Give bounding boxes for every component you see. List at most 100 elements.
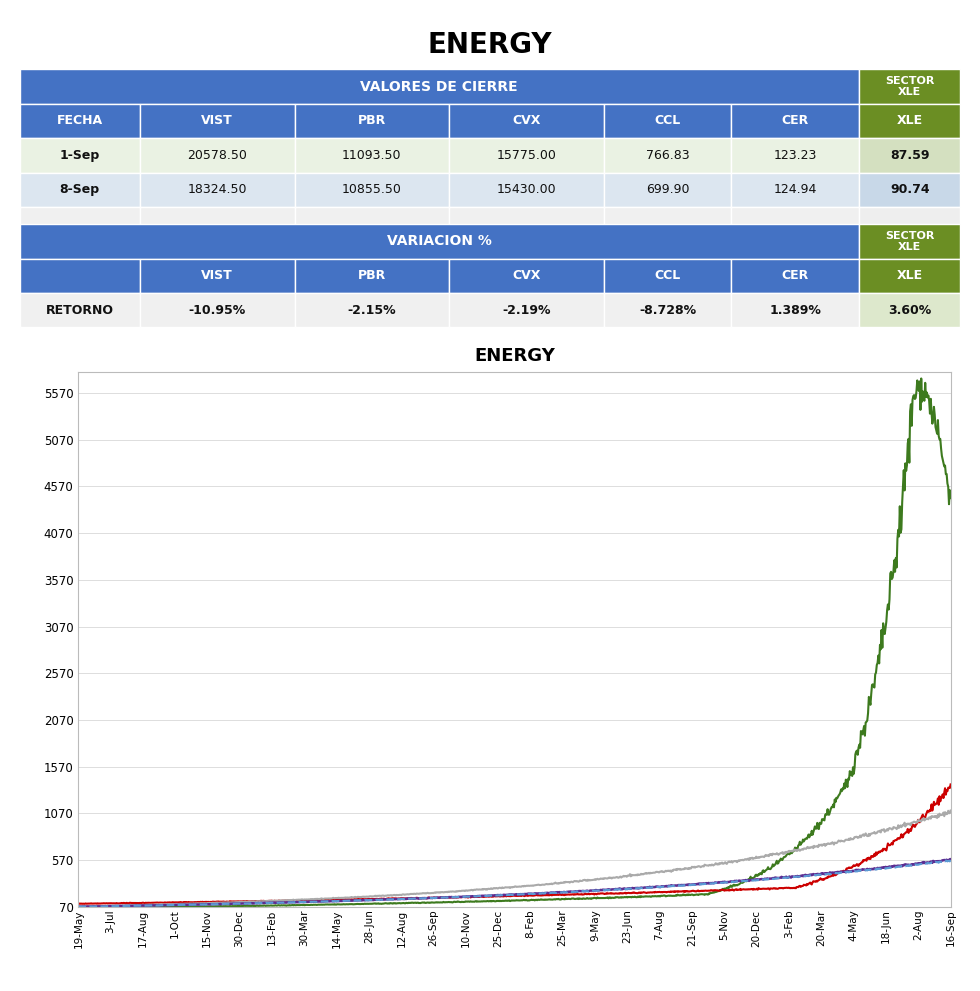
CCL: [744, 874, 756, 886]
Text: VALORES DE CIERRE: VALORES DE CIERRE: [361, 79, 518, 93]
Bar: [731, 259, 859, 293]
Text: -10.95%: -10.95%: [188, 303, 246, 317]
CCL: [945, 853, 956, 865]
PBR: [434, 892, 446, 904]
CER: [911, 859, 923, 871]
Bar: [20, 207, 140, 228]
VIST: [744, 873, 756, 885]
Text: PBR: PBR: [358, 270, 386, 282]
Bar: [604, 293, 731, 327]
Text: VIST: VIST: [201, 270, 233, 282]
CER: [74, 901, 86, 913]
CCL: [116, 900, 127, 912]
Text: VARIACION %: VARIACION %: [387, 234, 492, 249]
CVX: [140, 899, 152, 911]
Text: VIST: VIST: [201, 114, 233, 128]
VIST: [911, 375, 923, 386]
Text: 1.389%: 1.389%: [769, 303, 821, 317]
PBR: [116, 897, 127, 909]
Bar: [731, 293, 859, 327]
Text: 20578.50: 20578.50: [187, 149, 247, 162]
Bar: [140, 104, 295, 138]
Text: 15775.00: 15775.00: [497, 149, 557, 162]
Bar: [859, 224, 960, 259]
CER: [434, 892, 446, 904]
Line: CCL: CCL: [78, 859, 951, 907]
Bar: [859, 69, 960, 104]
Text: SECTOR
XLE: SECTOR XLE: [885, 75, 934, 97]
Bar: [859, 104, 960, 138]
Bar: [604, 104, 731, 138]
Line: CVX: CVX: [78, 811, 951, 907]
Text: 123.23: 123.23: [773, 149, 817, 162]
Bar: [295, 138, 449, 172]
Text: 18324.50: 18324.50: [187, 183, 247, 196]
Bar: [20, 259, 140, 293]
Text: ENERGY: ENERGY: [427, 31, 553, 58]
Text: PBR: PBR: [358, 114, 386, 128]
Text: 8-Sep: 8-Sep: [60, 183, 100, 196]
Bar: [20, 293, 140, 327]
Bar: [20, 104, 140, 138]
VIST: [116, 902, 127, 914]
PBR: [744, 883, 756, 895]
VIST: [73, 902, 84, 914]
CER: [945, 854, 956, 866]
Text: CER: CER: [782, 114, 808, 128]
Bar: [20, 69, 859, 104]
Text: 15430.00: 15430.00: [497, 183, 557, 196]
Bar: [140, 138, 295, 172]
Bar: [604, 172, 731, 207]
Bar: [140, 207, 295, 228]
Text: XLE: XLE: [897, 114, 923, 128]
PBR: [140, 897, 152, 909]
PBR: [945, 779, 956, 791]
Line: VIST: VIST: [78, 379, 951, 908]
Bar: [20, 224, 859, 259]
Text: 87.59: 87.59: [890, 149, 929, 162]
Text: -2.19%: -2.19%: [503, 303, 551, 317]
Bar: [449, 293, 604, 327]
Text: 90.74: 90.74: [890, 183, 929, 196]
Bar: [140, 293, 295, 327]
PBR: [74, 898, 85, 910]
PBR: [294, 894, 306, 906]
Title: ENERGY: ENERGY: [474, 347, 555, 365]
Text: CVX: CVX: [513, 270, 541, 282]
Bar: [20, 138, 140, 172]
Text: CER: CER: [782, 270, 808, 282]
PBR: [911, 818, 923, 829]
Line: PBR: PBR: [78, 785, 951, 904]
Bar: [295, 172, 449, 207]
Bar: [731, 104, 859, 138]
Bar: [295, 104, 449, 138]
Line: CER: CER: [78, 860, 951, 907]
VIST: [294, 899, 306, 911]
Bar: [859, 138, 960, 172]
Bar: [731, 172, 859, 207]
Text: SECTOR
XLE: SECTOR XLE: [885, 231, 934, 252]
CCL: [74, 901, 85, 913]
Bar: [859, 172, 960, 207]
Bar: [731, 138, 859, 172]
Bar: [604, 138, 731, 172]
Bar: [859, 293, 960, 327]
CER: [140, 900, 152, 912]
Bar: [140, 259, 295, 293]
Bar: [859, 259, 960, 293]
Text: RETORNO: RETORNO: [46, 303, 114, 317]
CVX: [434, 887, 446, 899]
Text: 124.94: 124.94: [773, 183, 817, 196]
Text: 10855.50: 10855.50: [342, 183, 402, 196]
CER: [294, 896, 306, 908]
Text: CCL: CCL: [655, 270, 681, 282]
CCL: [73, 901, 84, 913]
Text: -2.15%: -2.15%: [348, 303, 396, 317]
CVX: [744, 852, 756, 864]
Bar: [604, 207, 731, 228]
VIST: [915, 373, 927, 385]
Text: XLE: XLE: [897, 270, 923, 282]
Bar: [449, 259, 604, 293]
Bar: [295, 259, 449, 293]
CVX: [294, 894, 306, 906]
